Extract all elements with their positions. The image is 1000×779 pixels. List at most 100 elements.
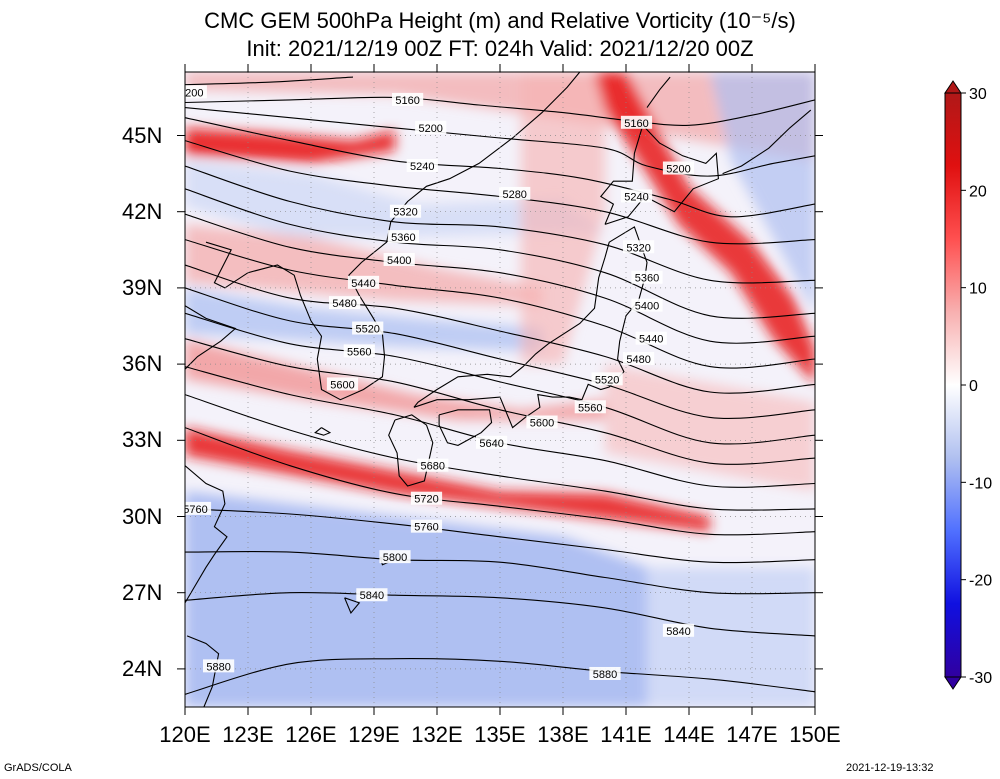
vorticity-shading bbox=[185, 72, 815, 707]
contour-label-5880: 5880 bbox=[203, 659, 235, 673]
coastline-4 bbox=[438, 409, 493, 446]
contour-label-5200: 5200 bbox=[185, 85, 207, 99]
coastline-3 bbox=[388, 414, 434, 487]
vorticity-band-2 bbox=[185, 160, 605, 238]
contour-label-5520: 5520 bbox=[591, 372, 623, 386]
contour-5520 bbox=[185, 287, 815, 419]
contour-5800 bbox=[185, 550, 815, 595]
lat-tick-label: 42N bbox=[122, 198, 163, 224]
svg-text:5280: 5280 bbox=[502, 189, 526, 201]
contour-label-5280: 5280 bbox=[499, 186, 531, 201]
contour-label-5400: 5400 bbox=[383, 252, 415, 267]
vorticity-band-1 bbox=[185, 127, 395, 164]
colorbar-tick-label: 30 bbox=[969, 86, 987, 103]
chart-title: CMC GEM 500hPa Height (m) and Relative V… bbox=[204, 8, 796, 33]
lat-tick-label: 27N bbox=[122, 579, 163, 605]
svg-text:5560: 5560 bbox=[578, 402, 602, 414]
colorbar-gradient bbox=[944, 92, 962, 678]
svg-text:5600: 5600 bbox=[330, 379, 354, 391]
coastline-9 bbox=[186, 635, 220, 707]
chart-subtitle: Init: 2021/12/19 00Z FT: 024h Valid: 202… bbox=[246, 36, 754, 61]
vorticity-band-4 bbox=[185, 287, 542, 352]
contour-5560 bbox=[185, 312, 815, 445]
svg-text:5480: 5480 bbox=[626, 354, 650, 366]
svg-text:5160: 5160 bbox=[395, 95, 419, 107]
contour-label-5640: 5640 bbox=[476, 435, 508, 450]
coastlines bbox=[185, 72, 812, 707]
contour-label-5840: 5840 bbox=[662, 623, 695, 638]
contour-5360 bbox=[185, 188, 815, 319]
svg-text:5680: 5680 bbox=[421, 461, 445, 473]
contour-5840 bbox=[185, 592, 815, 637]
contour-label-5440: 5440 bbox=[347, 275, 380, 290]
colorbar-tick-label: 0 bbox=[969, 378, 978, 395]
contour-5440 bbox=[185, 239, 815, 369]
svg-text:5720: 5720 bbox=[414, 494, 438, 506]
svg-text:5240: 5240 bbox=[410, 161, 434, 173]
coastline-6 bbox=[599, 124, 719, 225]
axis-ticks bbox=[177, 64, 823, 715]
lon-tick-label: 120E bbox=[159, 722, 211, 747]
contour-label-5200: 5200 bbox=[415, 120, 447, 135]
svg-text:5840: 5840 bbox=[666, 626, 690, 638]
coastline-5 bbox=[413, 226, 648, 429]
contour-label-5240: 5240 bbox=[620, 189, 653, 203]
footer-timestamp: 2021-12-19-13:32 bbox=[846, 762, 934, 774]
colorbar-tick-label: -10 bbox=[969, 475, 992, 492]
svg-text:5520: 5520 bbox=[355, 324, 379, 336]
colorbar-tick-label: -20 bbox=[969, 573, 992, 590]
lon-tick-label: 126E bbox=[285, 722, 337, 747]
contour-label-5240: 5240 bbox=[406, 158, 438, 173]
colorbar-tick-label: 10 bbox=[969, 281, 987, 298]
svg-text:5800: 5800 bbox=[383, 552, 407, 564]
vorticity-band-10 bbox=[594, 72, 815, 385]
height-contour-labels: 5160 5160 5200 5200 5240 5240 5280 5320 5320 5360… bbox=[185, 85, 695, 681]
lat-tick-label: 30N bbox=[122, 503, 163, 529]
colorbar-tick-label: 20 bbox=[969, 183, 987, 200]
contour-5680 bbox=[185, 394, 815, 511]
contour-label-5480: 5480 bbox=[623, 352, 655, 366]
svg-text:5520: 5520 bbox=[595, 374, 619, 386]
lon-tick-label: 144E bbox=[663, 722, 715, 747]
svg-text:5400: 5400 bbox=[635, 301, 659, 313]
lon-tick-label: 123E bbox=[222, 722, 274, 747]
lat-tick-label: 39N bbox=[122, 274, 163, 300]
vorticity-band-6 bbox=[185, 427, 710, 532]
svg-text:5560: 5560 bbox=[347, 346, 371, 358]
vorticity-band-11 bbox=[710, 72, 815, 314]
coastline-8 bbox=[722, 109, 812, 175]
svg-text:5440: 5440 bbox=[639, 334, 663, 346]
coastline-2 bbox=[205, 72, 581, 401]
vorticity-band-7 bbox=[185, 491, 647, 707]
coastline-0 bbox=[185, 465, 228, 604]
contour-5200 bbox=[185, 76, 354, 86]
contour-5720 bbox=[185, 427, 815, 536]
contour-label-5520: 5520 bbox=[352, 321, 384, 336]
svg-text:5840: 5840 bbox=[360, 590, 384, 602]
svg-text:5600: 5600 bbox=[530, 418, 554, 430]
contour-5760 bbox=[185, 508, 815, 564]
contour-5200 bbox=[185, 107, 815, 177]
contour-label-5880: 5880 bbox=[589, 666, 621, 681]
svg-text:5880: 5880 bbox=[206, 661, 230, 673]
lat-tick-label: 36N bbox=[122, 351, 163, 377]
svg-text:5320: 5320 bbox=[393, 207, 417, 219]
svg-text:5880: 5880 bbox=[593, 669, 617, 681]
lon-tick-label: 135E bbox=[474, 722, 526, 747]
svg-text:5200: 5200 bbox=[666, 164, 690, 176]
contour-label-5760: 5760 bbox=[410, 519, 443, 534]
lat-tick-label: 33N bbox=[122, 427, 163, 453]
contour-label-5200: 5200 bbox=[662, 161, 695, 176]
colorbar: 30 20 10 0 -10 -20 -30 bbox=[944, 80, 992, 690]
colorbar-top-arrow bbox=[944, 80, 962, 94]
svg-text:5640: 5640 bbox=[479, 438, 503, 450]
contour-label-5720: 5720 bbox=[410, 491, 443, 506]
lon-tick-label: 141E bbox=[600, 722, 652, 747]
contour-5480 bbox=[185, 264, 815, 394]
contour-label-5600: 5600 bbox=[326, 377, 359, 391]
vorticity-band-0 bbox=[185, 72, 815, 161]
contour-label-5600: 5600 bbox=[526, 415, 558, 430]
coastline-11 bbox=[344, 597, 361, 615]
contour-label-5360: 5360 bbox=[387, 230, 419, 244]
